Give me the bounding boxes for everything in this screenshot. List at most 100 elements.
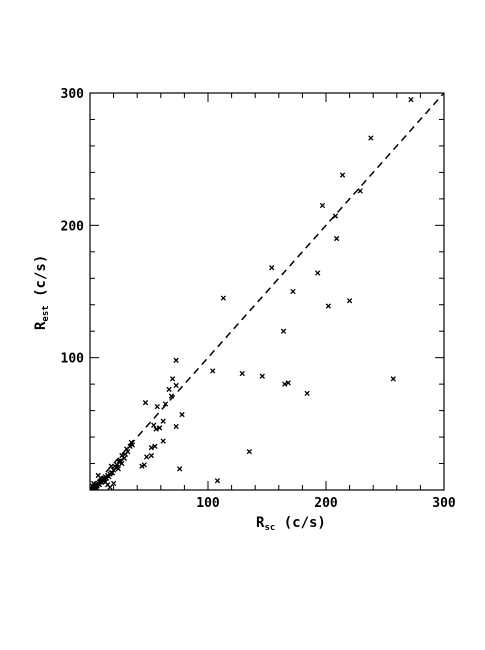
data-point bbox=[368, 135, 374, 141]
data-point bbox=[220, 295, 226, 301]
data-point bbox=[332, 213, 339, 219]
x-marker bbox=[108, 463, 114, 469]
data-point bbox=[179, 411, 185, 418]
data-point bbox=[173, 382, 179, 389]
x-marker bbox=[109, 470, 116, 476]
x-marker bbox=[107, 484, 113, 491]
x-marker bbox=[220, 295, 226, 301]
x-marker bbox=[97, 479, 104, 485]
data-point bbox=[173, 423, 179, 430]
x-marker bbox=[339, 172, 346, 178]
x-marker bbox=[390, 376, 396, 382]
x-marker bbox=[169, 376, 176, 382]
data-point bbox=[141, 462, 147, 468]
data-point bbox=[168, 393, 175, 399]
reference-line bbox=[89, 92, 445, 491]
y-tick-label: 200 bbox=[61, 219, 85, 234]
x-marker bbox=[282, 381, 288, 387]
data-point bbox=[152, 443, 158, 449]
data-point bbox=[357, 188, 363, 194]
y-tick-label: 100 bbox=[61, 352, 85, 367]
data-points bbox=[89, 96, 414, 491]
data-point bbox=[115, 466, 121, 472]
data-point bbox=[214, 478, 221, 484]
x-marker bbox=[325, 303, 332, 309]
x-marker bbox=[290, 288, 296, 295]
reference-line-layer bbox=[89, 92, 445, 491]
x-marker bbox=[102, 479, 108, 485]
y-axis-label-main: R bbox=[33, 321, 49, 330]
data-point bbox=[119, 460, 125, 467]
x-marker bbox=[177, 466, 183, 472]
data-point bbox=[346, 298, 353, 304]
x-marker bbox=[269, 265, 275, 271]
data-point bbox=[280, 328, 287, 334]
data-point bbox=[110, 480, 117, 487]
x-tick-label: 200 bbox=[314, 496, 338, 511]
data-point bbox=[390, 376, 396, 382]
data-point bbox=[143, 454, 150, 460]
data-point bbox=[95, 472, 101, 479]
x-marker bbox=[246, 448, 252, 455]
y-tick-label: 300 bbox=[61, 87, 85, 102]
x-axis-label-unit: (c/s) bbox=[275, 515, 326, 531]
data-point bbox=[106, 474, 112, 480]
x-marker bbox=[333, 235, 340, 242]
data-point bbox=[162, 401, 169, 407]
data-point bbox=[408, 96, 414, 103]
data-point bbox=[151, 422, 157, 428]
data-point bbox=[93, 484, 99, 491]
data-point bbox=[333, 235, 340, 242]
y-tick-labels: 100 200 300 bbox=[61, 87, 85, 367]
x-tick-label: 300 bbox=[432, 496, 456, 511]
x-axis-label-sub: sc bbox=[264, 523, 275, 533]
x-marker bbox=[346, 298, 353, 304]
data-point bbox=[153, 426, 159, 432]
data-point bbox=[259, 373, 265, 379]
data-point bbox=[102, 479, 108, 485]
x-marker bbox=[315, 270, 321, 276]
x-marker bbox=[210, 368, 216, 374]
data-point bbox=[108, 463, 114, 469]
x-marker bbox=[357, 188, 363, 194]
x-marker bbox=[122, 451, 129, 457]
x-marker bbox=[106, 474, 112, 480]
x-marker bbox=[153, 426, 159, 432]
data-point bbox=[148, 444, 155, 451]
x-marker bbox=[319, 202, 326, 209]
x-marker bbox=[95, 472, 101, 479]
data-point bbox=[107, 484, 113, 491]
x-marker bbox=[148, 452, 155, 459]
x-marker bbox=[142, 400, 149, 406]
x-marker bbox=[168, 393, 175, 399]
data-point bbox=[89, 483, 96, 489]
data-point bbox=[97, 479, 104, 485]
x-marker bbox=[408, 96, 414, 103]
y-axis-label-sub: est bbox=[41, 305, 51, 321]
data-point bbox=[160, 418, 166, 424]
x-marker bbox=[110, 480, 117, 487]
x-axis-label-main: R bbox=[256, 515, 265, 531]
data-point bbox=[282, 381, 288, 387]
data-point bbox=[269, 265, 275, 271]
x-axis-label: Rsc (c/s) bbox=[256, 515, 326, 533]
data-point bbox=[160, 438, 166, 444]
x-marker bbox=[154, 403, 160, 410]
x-marker bbox=[259, 373, 265, 379]
x-marker bbox=[173, 357, 179, 363]
x-marker bbox=[143, 454, 150, 460]
data-point bbox=[169, 376, 176, 382]
data-point bbox=[173, 357, 179, 363]
x-marker bbox=[173, 382, 179, 389]
data-point bbox=[210, 368, 216, 374]
data-point bbox=[122, 451, 129, 457]
y-axis-label-unit: (c/s) bbox=[33, 255, 49, 306]
data-point bbox=[285, 380, 291, 386]
data-point bbox=[109, 470, 116, 476]
data-point bbox=[246, 448, 252, 455]
data-point bbox=[166, 386, 172, 393]
x-marker bbox=[93, 484, 99, 491]
x-marker bbox=[239, 370, 245, 377]
